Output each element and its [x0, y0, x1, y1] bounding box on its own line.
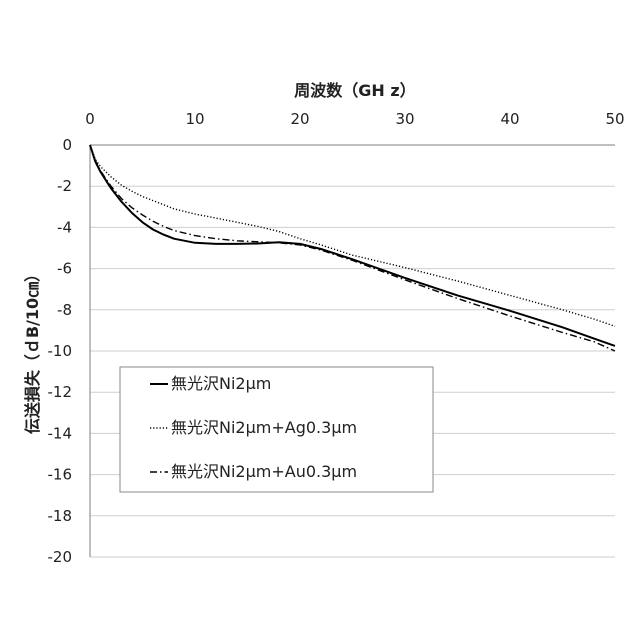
- y-tick-label: 0: [62, 136, 72, 154]
- y-tick-label: -8: [57, 301, 72, 319]
- x-axis-title: 周波数（GH z）: [294, 81, 415, 100]
- x-tick-label: 20: [290, 110, 309, 128]
- x-tick-label: 50: [605, 110, 624, 128]
- y-axis-title: 伝送損失（ｄB/10㎝）: [23, 266, 42, 434]
- x-tick-label: 40: [500, 110, 519, 128]
- legend-label: 無光沢Ni2μm+Au0.3μm: [171, 462, 357, 481]
- legend-label: 無光沢Ni2μm+Ag0.3μm: [171, 418, 357, 437]
- y-tick-label: -12: [48, 383, 73, 401]
- y-tick-label: -6: [57, 260, 72, 278]
- legend: 無光沢Ni2μm 無光沢Ni2μm+Ag0.3μm 無光沢Ni2μm+Au0.3μm: [120, 367, 433, 492]
- series-lines: [90, 145, 615, 351]
- y-tick-label: -14: [48, 424, 73, 442]
- y-tick-label: -2: [57, 177, 72, 195]
- series-line-3: [90, 145, 615, 351]
- x-tick-labels: 0 10 20 30 40 50: [85, 110, 624, 128]
- y-tick-label: -20: [48, 548, 73, 566]
- y-tick-label: -4: [57, 218, 72, 236]
- legend-label: 無光沢Ni2μm: [171, 374, 271, 393]
- x-tick-label: 10: [185, 110, 204, 128]
- y-tick-label: -16: [48, 466, 73, 484]
- series-line-1: [90, 145, 615, 346]
- x-tick-label: 30: [395, 110, 414, 128]
- y-tick-labels: 0 -2 -4 -6 -8 -10 -12 -14 -16 -18 -20: [48, 136, 73, 566]
- y-tick-label: -18: [48, 507, 73, 525]
- x-tick-label: 0: [85, 110, 95, 128]
- y-tick-label: -10: [48, 342, 73, 360]
